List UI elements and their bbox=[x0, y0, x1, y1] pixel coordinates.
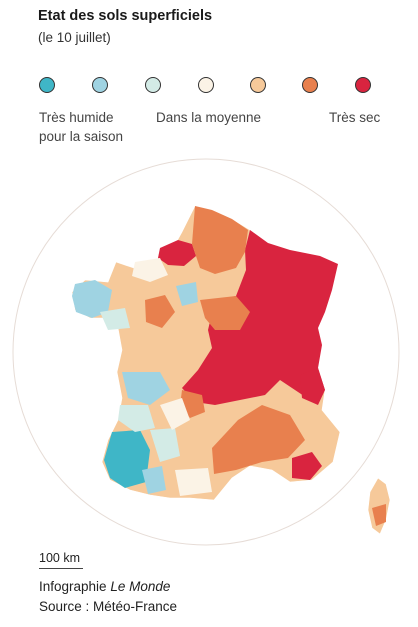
region-very-dry-alps bbox=[300, 368, 325, 405]
credit-line: Infographie Le Monde bbox=[39, 579, 170, 594]
region-dry-north bbox=[192, 206, 248, 274]
map-title: Etat des sols superficiels bbox=[38, 8, 213, 24]
legend-swatch-very-dry bbox=[355, 77, 371, 93]
region-slightly-humid-west bbox=[118, 405, 155, 432]
region-slightly-humid-garonne bbox=[150, 428, 180, 462]
region-slightly-humid-loire bbox=[100, 308, 130, 330]
corsica-dry-patch bbox=[372, 504, 386, 526]
region-average-limousin bbox=[160, 398, 190, 430]
legend-label-average: Dans la moyenne bbox=[156, 110, 262, 125]
region-average-pyrenees bbox=[175, 468, 212, 496]
source-line: Source : Météo-France bbox=[39, 599, 178, 614]
region-humid-poitou bbox=[122, 372, 170, 405]
region-very-dry-normandy bbox=[158, 240, 196, 266]
legend-swatch-humid bbox=[92, 77, 108, 93]
color-legend: Très humide pour la saison Dans la moyen… bbox=[0, 0, 418, 150]
legend-label-very-humid-line1: Très humide bbox=[39, 110, 114, 125]
region-very-humid-aquitaine bbox=[104, 430, 150, 488]
legend-swatch-slightly-humid bbox=[145, 77, 161, 93]
credit-outlet: Le Monde bbox=[110, 579, 171, 594]
map-subtitle: (le 10 juillet) bbox=[38, 30, 111, 45]
region-dry-centre bbox=[200, 296, 250, 330]
region-average-picardy bbox=[132, 258, 168, 282]
legend-swatch-dry bbox=[302, 77, 318, 93]
region-very-dry-east bbox=[182, 230, 338, 405]
region-humid-brittany bbox=[72, 280, 112, 318]
scale-bar bbox=[39, 568, 83, 569]
legend-label-very-dry: Très sec bbox=[329, 110, 381, 125]
scale-label: 100 km bbox=[39, 551, 80, 565]
legend-swatch-slightly-dry bbox=[250, 77, 266, 93]
credit-prefix: Infographie bbox=[39, 579, 111, 594]
region-dry-south-east bbox=[212, 405, 305, 474]
region-humid-centre bbox=[176, 282, 198, 306]
region-dry-centre-west bbox=[145, 295, 175, 328]
map-frame-circle bbox=[12, 158, 400, 546]
region-very-dry-provence bbox=[292, 452, 322, 480]
legend-label-very-humid: Très humide pour la saison bbox=[39, 108, 123, 146]
legend-swatch-very-humid bbox=[39, 77, 55, 93]
legend-swatch-average bbox=[198, 77, 214, 93]
region-humid-south-west bbox=[142, 466, 166, 494]
legend-label-very-humid-line2: pour la saison bbox=[39, 129, 124, 144]
